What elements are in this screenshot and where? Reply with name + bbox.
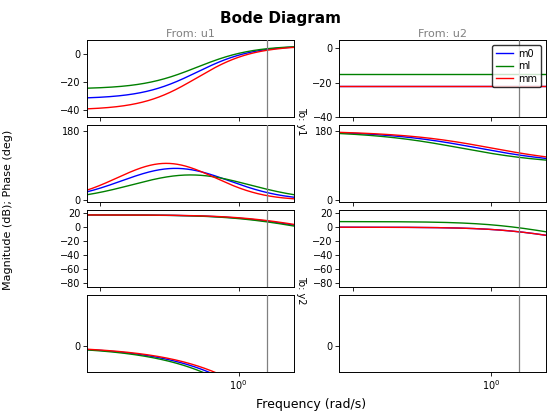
Text: To: y2: To: y2 — [296, 276, 306, 305]
Text: Bode Diagram: Bode Diagram — [220, 10, 340, 26]
Text: To: y1: To: y1 — [296, 107, 306, 135]
Legend: m0, ml, mm: m0, ml, mm — [492, 45, 541, 87]
Title: From: u2: From: u2 — [418, 29, 467, 39]
Text: Frequency (rad/s): Frequency (rad/s) — [256, 398, 366, 411]
Title: From: u1: From: u1 — [166, 29, 214, 39]
Text: Magnitude (dB); Phase (deg): Magnitude (dB); Phase (deg) — [3, 130, 13, 290]
